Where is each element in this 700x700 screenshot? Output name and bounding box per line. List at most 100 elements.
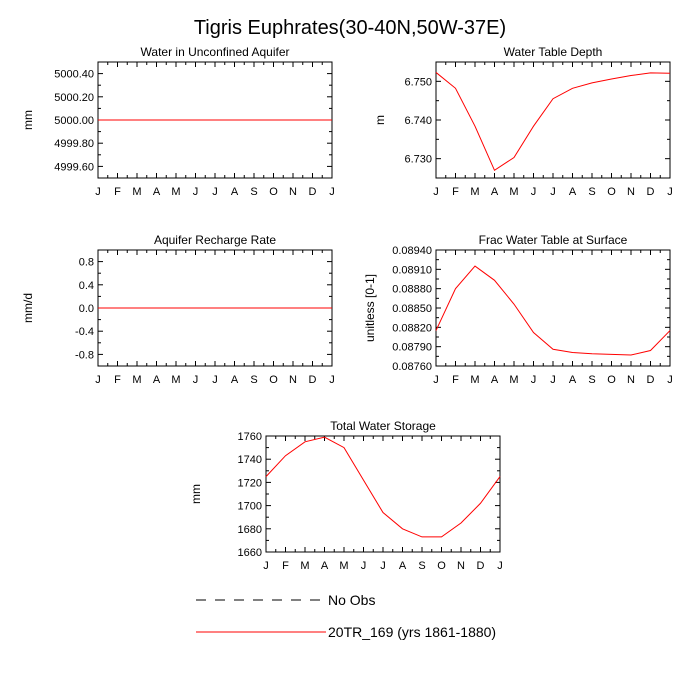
x-tick-label: F [282,560,289,572]
y-axis-label: mm/d [21,293,35,323]
y-tick-label: 0.08940 [392,245,432,257]
x-tick-label: M [300,560,309,572]
x-tick-label: J [433,186,439,198]
y-tick-label: 6.730 [404,154,432,166]
figure-title: Tigris Euphrates(30-40N,50W-37E) [194,17,506,39]
x-tick-label: J [550,186,556,198]
y-tick-label: 1720 [238,477,262,489]
x-tick-label: J [667,374,673,386]
x-tick-label: F [114,374,121,386]
x-tick-label: F [452,186,459,198]
x-tick-label: D [309,374,317,386]
y-tick-label: 5000.20 [54,92,94,104]
y-tick-label: 5000.40 [54,69,94,81]
y-tick-label: 5000.00 [54,115,94,127]
y-tick-label: 0.0 [79,303,94,315]
x-tick-label: A [231,374,239,386]
y-tick-label: 0.8 [79,257,94,269]
x-tick-label: J [433,374,439,386]
y-tick-label: 0.4 [79,280,94,292]
x-tick-label: O [437,560,446,572]
x-tick-label: N [289,374,297,386]
x-tick-label: F [114,186,121,198]
x-tick-label: M [470,186,479,198]
y-axis-label: unitless [0-1] [363,274,377,342]
x-tick-label: J [531,374,537,386]
y-tick-label: 0.08760 [392,361,432,373]
x-tick-label: J [212,186,218,198]
x-tick-label: S [588,186,595,198]
y-tick-label: 1760 [238,431,262,443]
panel-title: Water Table Depth [504,45,603,59]
x-tick-label: S [250,186,257,198]
x-tick-label: M [509,374,518,386]
x-tick-label: S [418,560,425,572]
x-tick-label: J [95,186,101,198]
plot-frame [265,435,501,553]
panels: J F M A M J J A S O N D J4999.604999.805000.005000.2… [21,45,673,572]
x-tick-label: A [231,186,239,198]
x-tick-label: M [171,186,180,198]
x-tick-label: A [491,186,499,198]
x-tick-label: D [477,560,485,572]
x-tick-label: O [269,186,278,198]
y-axis-label: mm [21,110,35,130]
x-tick-label: N [627,186,635,198]
panel-title: Aquifer Recharge Rate [154,233,276,247]
x-tick-label: J [263,560,269,572]
x-tick-label: J [531,186,537,198]
y-tick-label: 1740 [238,454,262,466]
y-tick-label: 1700 [238,501,262,513]
y-tick-label: 0.08820 [392,322,432,334]
x-tick-label: J [193,186,199,198]
x-tick-label: A [153,186,161,198]
series-line [265,436,501,538]
x-tick-label: M [470,374,479,386]
legend-model-label: 20TR_169 (yrs 1861-1880) [328,624,496,640]
x-tick-label: J [329,186,335,198]
y-tick-label: 0.08850 [392,303,432,315]
x-tick-label: M [132,374,141,386]
x-tick-label: A [491,374,499,386]
x-tick-label: N [289,186,297,198]
x-tick-label: A [399,560,407,572]
y-tick-label: 1660 [238,547,262,559]
legend: No Obs 20TR_169 (yrs 1861-1880) [196,592,496,640]
x-tick-label: D [647,374,655,386]
x-tick-label: O [607,186,616,198]
x-tick-label: J [361,560,367,572]
x-tick-label: J [329,374,335,386]
panel-title: Water in Unconfined Aquifer [141,45,290,59]
x-tick-label: F [452,374,459,386]
y-tick-label: 6.750 [404,76,432,88]
x-tick-label: J [667,186,673,198]
y-axis-label: mm [189,484,203,504]
x-tick-label: J [95,374,101,386]
y-axis-label: m [373,115,387,125]
panel-1: J F M A M J J A S O N D J4999.604999.805000.005000.2… [21,45,335,198]
y-tick-label: 1680 [238,524,262,536]
x-tick-label: M [132,186,141,198]
x-tick-label: J [497,560,503,572]
y-tick-label: -0.4 [75,326,94,338]
x-tick-label: J [550,374,556,386]
panel-title: Total Water Storage [330,419,436,433]
x-tick-label: M [509,186,518,198]
x-tick-label: D [647,186,655,198]
y-tick-label: 6.740 [404,115,432,127]
plot-frame [435,61,671,179]
x-tick-label: J [212,374,218,386]
x-tick-label: A [569,374,577,386]
y-tick-label: 0.08790 [392,342,432,354]
x-tick-label: M [171,374,180,386]
panel-title: Frac Water Table at Surface [479,233,628,247]
series-line [435,72,671,172]
x-tick-label: J [193,374,199,386]
y-tick-label: 4999.80 [54,138,94,150]
x-tick-label: A [153,374,161,386]
x-tick-label: O [607,374,616,386]
x-tick-label: N [457,560,465,572]
